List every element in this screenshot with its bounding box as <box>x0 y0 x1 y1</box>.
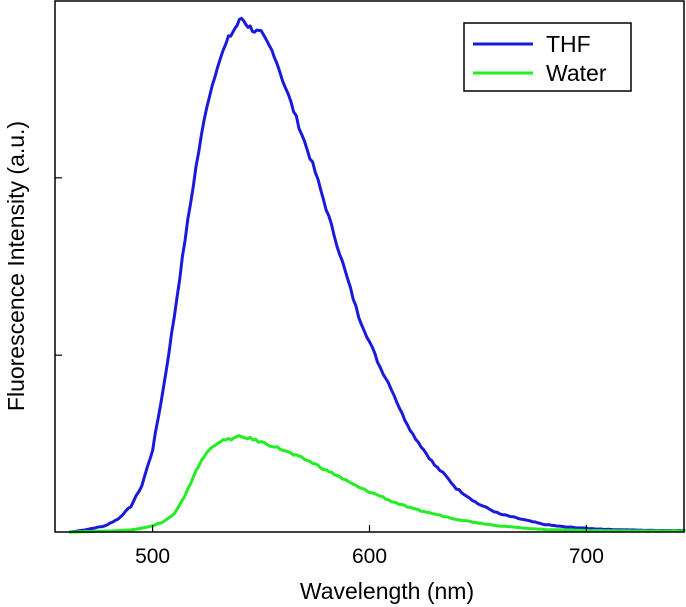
plot-frame <box>54 0 685 533</box>
series-line-thf <box>68 16 686 534</box>
x-tick-label: 600 <box>352 545 387 568</box>
legend-label-thf: THF <box>546 31 591 57</box>
series-line-water <box>68 434 686 534</box>
x-tick-label: 500 <box>135 545 170 568</box>
x-tick-label: 700 <box>569 545 604 568</box>
legend: THF Water <box>463 22 632 92</box>
series-layer <box>68 16 686 534</box>
x-axis-label: Wavelength (nm) <box>300 578 474 604</box>
tick-layer: 500 600 700 <box>55 177 604 568</box>
y-axis-label: Fluorescence Intensity (a.u.) <box>3 121 29 411</box>
legend-label-water: Water <box>546 60 607 86</box>
legend-box <box>463 22 632 92</box>
